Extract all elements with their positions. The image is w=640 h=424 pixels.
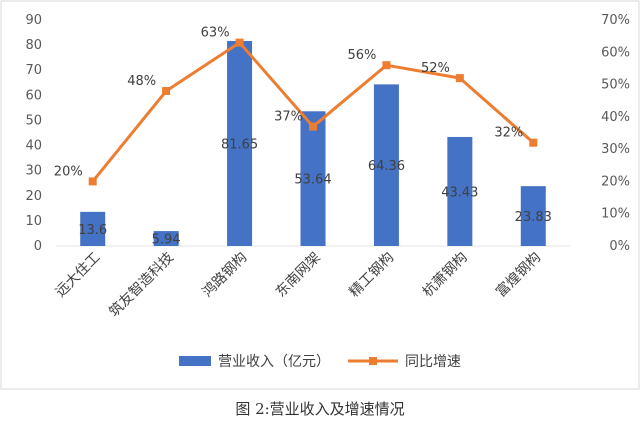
bar	[80, 211, 106, 246]
bar	[373, 84, 399, 246]
right-tick-label: 50%	[601, 78, 630, 93]
line-marker	[455, 74, 464, 83]
bar-series: 13.6 5.94 81.65 53.64 64.36 43.43 23.83	[78, 40, 552, 248]
bar	[520, 186, 546, 246]
bar	[153, 231, 179, 246]
bar-data-label: 23.83	[515, 210, 552, 225]
bar	[227, 40, 253, 247]
line-series: 20% 48% 63% 37% 56% 52% 32%	[54, 26, 538, 186]
left-tick-label: 10	[25, 214, 42, 229]
bar	[447, 136, 473, 246]
line-marker	[529, 138, 538, 147]
line-data-label: 56%	[348, 48, 377, 63]
left-tick-label: 50	[25, 113, 42, 128]
left-tick-label: 20	[25, 189, 42, 204]
line-data-label: 52%	[421, 61, 450, 76]
left-tick-label: 60	[25, 88, 42, 103]
right-axis: 0% 10% 20% 30% 40% 50% 60% 70%	[601, 13, 630, 254]
bar-data-label: 81.65	[221, 137, 258, 152]
bar	[300, 111, 326, 246]
figure-caption: 图 2:营业收入及增速情况	[235, 400, 404, 418]
left-tick-label: 80	[25, 38, 42, 53]
bar-data-label: 64.36	[368, 159, 405, 174]
line-marker	[162, 87, 171, 96]
left-tick-label: 70	[25, 63, 42, 78]
line-marker	[309, 122, 317, 131]
left-tick-label: 0	[34, 239, 42, 254]
line-marker	[235, 38, 244, 47]
line-data-label: 32%	[494, 126, 523, 141]
left-tick-label: 90	[25, 13, 42, 28]
line-data-label: 63%	[201, 26, 230, 41]
legend-line-label: 同比增速	[405, 354, 461, 370]
bar-data-label: 13.6	[78, 223, 107, 238]
right-tick-label: 70%	[601, 13, 630, 28]
legend-line-marker	[369, 357, 377, 365]
right-tick-label: 60%	[601, 45, 630, 60]
bar-data-label: 43.43	[441, 185, 478, 200]
legend-bar-label: 营业收入（亿元）	[218, 354, 330, 370]
right-tick-label: 0%	[609, 239, 630, 254]
bar-data-label: 5.94	[152, 233, 181, 248]
line-data-label: 37%	[274, 110, 303, 125]
line-data-label: 48%	[127, 74, 156, 89]
legend-bar-swatch	[179, 356, 211, 366]
right-tick-label: 40%	[601, 110, 630, 125]
left-tick-label: 30	[25, 164, 42, 179]
right-tick-label: 10%	[601, 207, 630, 222]
line-marker	[88, 177, 97, 186]
bar-data-label: 53.64	[294, 173, 331, 188]
line-data-label: 20%	[54, 164, 83, 179]
legend: 营业收入（亿元） 同比增速	[179, 354, 461, 370]
right-tick-label: 20%	[601, 174, 630, 189]
left-tick-label: 40	[25, 139, 42, 154]
right-tick-label: 30%	[601, 142, 630, 157]
line-marker	[382, 61, 391, 70]
